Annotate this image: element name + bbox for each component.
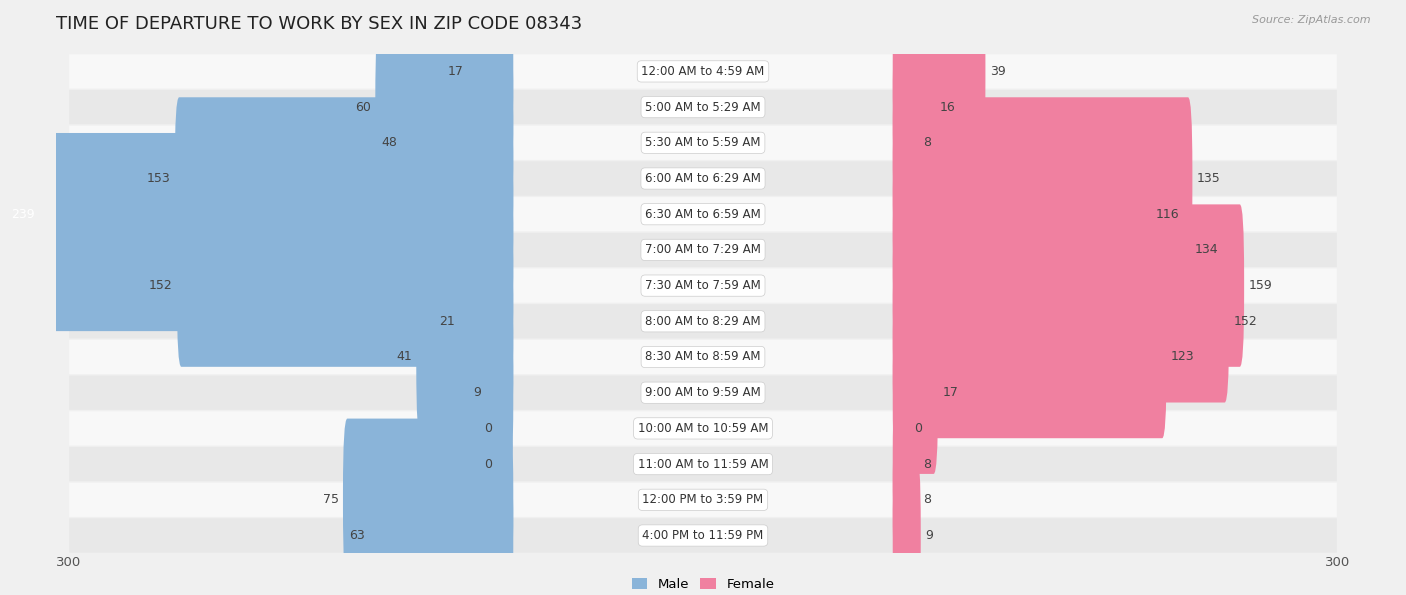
FancyBboxPatch shape bbox=[893, 0, 986, 153]
FancyBboxPatch shape bbox=[893, 240, 1229, 403]
FancyBboxPatch shape bbox=[69, 161, 1337, 196]
FancyBboxPatch shape bbox=[893, 455, 921, 595]
Text: 0: 0 bbox=[484, 422, 492, 435]
FancyBboxPatch shape bbox=[496, 383, 512, 474]
FancyBboxPatch shape bbox=[0, 169, 513, 331]
FancyBboxPatch shape bbox=[416, 276, 513, 438]
Text: 300: 300 bbox=[56, 556, 82, 569]
Text: 7:30 AM to 7:59 AM: 7:30 AM to 7:59 AM bbox=[645, 279, 761, 292]
Text: 12:00 PM to 3:59 PM: 12:00 PM to 3:59 PM bbox=[643, 493, 763, 506]
Text: 48: 48 bbox=[381, 136, 396, 149]
Text: 5:00 AM to 5:29 AM: 5:00 AM to 5:29 AM bbox=[645, 101, 761, 114]
Text: 6:30 AM to 6:59 AM: 6:30 AM to 6:59 AM bbox=[645, 208, 761, 221]
Text: 21: 21 bbox=[439, 315, 456, 328]
FancyBboxPatch shape bbox=[468, 0, 513, 153]
FancyBboxPatch shape bbox=[375, 26, 513, 188]
FancyBboxPatch shape bbox=[893, 133, 1152, 296]
Text: 8:00 AM to 8:29 AM: 8:00 AM to 8:29 AM bbox=[645, 315, 761, 328]
FancyBboxPatch shape bbox=[69, 126, 1337, 160]
FancyBboxPatch shape bbox=[69, 197, 1337, 231]
FancyBboxPatch shape bbox=[69, 233, 1337, 267]
Text: 16: 16 bbox=[941, 101, 956, 114]
FancyBboxPatch shape bbox=[460, 240, 513, 403]
Text: 75: 75 bbox=[322, 493, 339, 506]
FancyBboxPatch shape bbox=[893, 419, 918, 581]
Text: 8: 8 bbox=[922, 458, 931, 471]
Text: 39: 39 bbox=[990, 65, 1005, 78]
Text: 116: 116 bbox=[1156, 208, 1180, 221]
Text: 41: 41 bbox=[396, 350, 412, 364]
FancyBboxPatch shape bbox=[69, 90, 1337, 124]
FancyBboxPatch shape bbox=[893, 383, 918, 545]
Text: 123: 123 bbox=[1171, 350, 1195, 364]
FancyBboxPatch shape bbox=[893, 62, 918, 224]
Text: 9: 9 bbox=[925, 529, 934, 542]
FancyBboxPatch shape bbox=[894, 383, 910, 474]
Text: 17: 17 bbox=[449, 65, 464, 78]
Text: 152: 152 bbox=[1233, 315, 1257, 328]
Text: 0: 0 bbox=[484, 458, 492, 471]
FancyBboxPatch shape bbox=[893, 205, 1244, 367]
FancyBboxPatch shape bbox=[368, 455, 513, 595]
FancyBboxPatch shape bbox=[177, 205, 513, 367]
Text: 239: 239 bbox=[11, 208, 35, 221]
FancyBboxPatch shape bbox=[893, 26, 936, 188]
FancyBboxPatch shape bbox=[174, 98, 513, 259]
FancyBboxPatch shape bbox=[893, 276, 1167, 438]
Text: 10:00 AM to 10:59 AM: 10:00 AM to 10:59 AM bbox=[638, 422, 768, 435]
FancyBboxPatch shape bbox=[69, 411, 1337, 446]
Text: 135: 135 bbox=[1197, 172, 1220, 185]
Text: 0: 0 bbox=[914, 422, 922, 435]
FancyBboxPatch shape bbox=[343, 419, 513, 581]
Text: 8: 8 bbox=[922, 136, 931, 149]
Text: 8:30 AM to 8:59 AM: 8:30 AM to 8:59 AM bbox=[645, 350, 761, 364]
Text: 152: 152 bbox=[149, 279, 173, 292]
FancyBboxPatch shape bbox=[69, 304, 1337, 339]
FancyBboxPatch shape bbox=[69, 268, 1337, 303]
Text: 9: 9 bbox=[472, 386, 481, 399]
FancyBboxPatch shape bbox=[69, 518, 1337, 553]
Text: 60: 60 bbox=[356, 101, 371, 114]
Text: 63: 63 bbox=[349, 529, 364, 542]
FancyBboxPatch shape bbox=[485, 312, 513, 474]
Text: 6:00 AM to 6:29 AM: 6:00 AM to 6:29 AM bbox=[645, 172, 761, 185]
FancyBboxPatch shape bbox=[401, 62, 513, 224]
Text: 5:30 AM to 5:59 AM: 5:30 AM to 5:59 AM bbox=[645, 136, 761, 149]
FancyBboxPatch shape bbox=[69, 375, 1337, 410]
Text: 12:00 AM to 4:59 AM: 12:00 AM to 4:59 AM bbox=[641, 65, 765, 78]
FancyBboxPatch shape bbox=[69, 340, 1337, 374]
Text: Source: ZipAtlas.com: Source: ZipAtlas.com bbox=[1253, 15, 1371, 25]
Text: 159: 159 bbox=[1249, 279, 1272, 292]
Text: 11:00 AM to 11:59 AM: 11:00 AM to 11:59 AM bbox=[638, 458, 768, 471]
Text: 17: 17 bbox=[942, 386, 957, 399]
Text: 300: 300 bbox=[1324, 556, 1350, 569]
Text: 4:00 PM to 11:59 PM: 4:00 PM to 11:59 PM bbox=[643, 529, 763, 542]
Text: 7:00 AM to 7:29 AM: 7:00 AM to 7:29 AM bbox=[645, 243, 761, 256]
Text: 134: 134 bbox=[1195, 243, 1218, 256]
FancyBboxPatch shape bbox=[496, 419, 512, 509]
Legend: Male, Female: Male, Female bbox=[626, 573, 780, 595]
Text: 9:00 AM to 9:59 AM: 9:00 AM to 9:59 AM bbox=[645, 386, 761, 399]
FancyBboxPatch shape bbox=[0, 133, 513, 296]
FancyBboxPatch shape bbox=[69, 54, 1337, 89]
Text: 8: 8 bbox=[922, 493, 931, 506]
Text: 153: 153 bbox=[146, 172, 170, 185]
FancyBboxPatch shape bbox=[69, 483, 1337, 517]
FancyBboxPatch shape bbox=[893, 312, 938, 474]
FancyBboxPatch shape bbox=[69, 447, 1337, 481]
Text: TIME OF DEPARTURE TO WORK BY SEX IN ZIP CODE 08343: TIME OF DEPARTURE TO WORK BY SEX IN ZIP … bbox=[56, 15, 582, 33]
FancyBboxPatch shape bbox=[893, 98, 1192, 259]
FancyBboxPatch shape bbox=[893, 169, 1191, 331]
